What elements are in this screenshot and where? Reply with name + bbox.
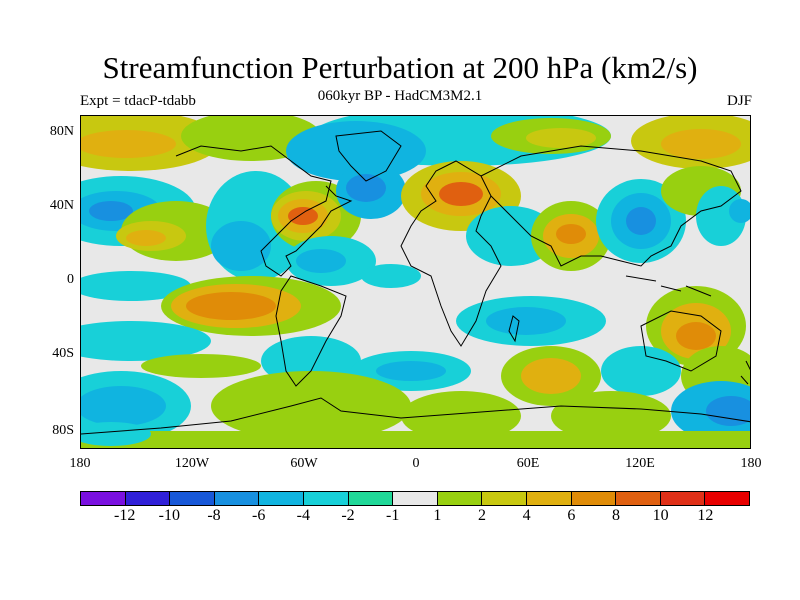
map-panel [80, 115, 751, 449]
colorbar-label: -1 [385, 507, 400, 524]
y-tick-label: 40S [52, 346, 74, 361]
colorbar-swatch [303, 492, 349, 505]
colorbar-swatch [259, 492, 304, 505]
colorbar-label: -4 [296, 507, 310, 524]
colorbar-swatch [616, 492, 661, 505]
colorbar-swatch [437, 492, 483, 505]
colorbar-swatch [170, 492, 215, 505]
colorbar-label: 2 [478, 507, 486, 524]
colorbar-label: 12 [697, 507, 714, 524]
colorbar-swatch [125, 492, 171, 505]
colorbar-label: -10 [158, 507, 180, 524]
x-tick-label: 120E [625, 456, 655, 471]
colorbar-label: -6 [251, 507, 266, 524]
y-tick-label: 40N [49, 198, 74, 213]
colorbar-swatch [526, 492, 572, 505]
y-tick-label: 0 [67, 272, 74, 287]
streamfunction-map [81, 116, 750, 448]
x-tick-label: 0 [412, 456, 420, 471]
colorbar-label: 8 [612, 507, 620, 524]
colorbar-swatch [393, 492, 438, 505]
x-tick-label: 180 [69, 456, 91, 471]
colorbar-label: 4 [522, 507, 531, 524]
coastlines [81, 130, 750, 435]
y-tick-label: 80S [52, 423, 74, 438]
experiment-label: Expt = tdacP-tdabb [80, 93, 196, 109]
colorbar-label: 10 [652, 507, 669, 524]
plot-subtitle: 060kyr BP - HadCM3M2.1 [317, 88, 483, 104]
colorbar-swatch [348, 492, 394, 505]
x-tick-label: 60E [516, 456, 540, 471]
x-tick-label: 120W [174, 456, 210, 471]
colorbar-swatch [482, 492, 527, 505]
colorbar-swatch [660, 492, 706, 505]
colorbar-label: -2 [341, 507, 355, 524]
colorbar-swatch [571, 492, 617, 505]
colorbar-label: 1 [433, 507, 442, 524]
x-tick-label: 60W [290, 456, 318, 471]
season-label: DJF [726, 93, 752, 109]
colorbar-swatch [705, 492, 749, 505]
colorbar-label: 6 [567, 507, 576, 524]
colorbar [80, 491, 750, 506]
x-tick-label: 180 [740, 456, 762, 471]
colorbar-swatch [81, 492, 126, 505]
colorbar-swatch [214, 492, 260, 505]
colorbar-label: -12 [113, 507, 136, 524]
colorbar-label: -8 [207, 507, 221, 524]
y-tick-label: 80N [49, 124, 74, 139]
plot-title: Streamfunction Perturbation at 200 hPa (… [102, 50, 698, 85]
